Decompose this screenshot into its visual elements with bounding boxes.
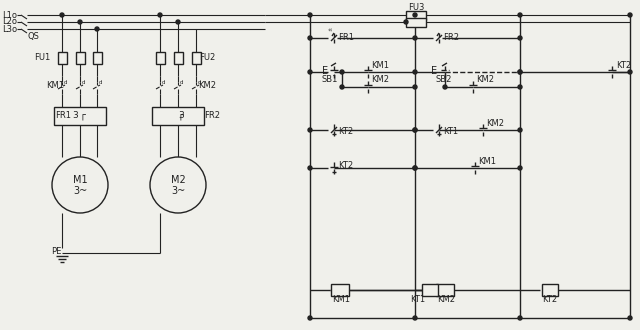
Text: d: d — [180, 80, 184, 84]
Circle shape — [518, 36, 522, 40]
Text: E: E — [431, 66, 437, 76]
Circle shape — [158, 13, 162, 17]
Circle shape — [404, 20, 408, 24]
Circle shape — [443, 85, 447, 89]
Text: KM2: KM2 — [371, 76, 389, 84]
Bar — [76, 52, 84, 64]
Bar — [406, 11, 426, 19]
Text: FR1: FR1 — [338, 32, 354, 42]
Bar — [542, 284, 558, 296]
Circle shape — [95, 27, 99, 31]
Bar — [54, 107, 106, 125]
Text: M1: M1 — [73, 175, 87, 185]
Text: ‹‹: ‹‹ — [328, 27, 333, 33]
Text: KM2: KM2 — [486, 118, 504, 127]
Circle shape — [308, 70, 312, 74]
Text: KT2: KT2 — [338, 160, 353, 170]
Text: KM2: KM2 — [476, 76, 494, 84]
Text: L1o: L1o — [2, 11, 17, 19]
Circle shape — [518, 128, 522, 132]
Text: FR1: FR1 — [55, 112, 71, 120]
Circle shape — [308, 36, 312, 40]
Bar — [152, 107, 204, 125]
Text: PE: PE — [51, 248, 61, 256]
Circle shape — [413, 128, 417, 132]
Circle shape — [413, 166, 417, 170]
Bar — [58, 52, 67, 64]
Text: SB2: SB2 — [435, 76, 451, 84]
Text: L2o: L2o — [2, 17, 17, 26]
Circle shape — [176, 20, 180, 24]
Circle shape — [413, 128, 417, 132]
Circle shape — [78, 20, 82, 24]
Text: FU2: FU2 — [199, 53, 215, 62]
Text: KM1: KM1 — [371, 60, 389, 70]
Circle shape — [413, 85, 417, 89]
Circle shape — [413, 166, 417, 170]
Bar — [436, 284, 454, 296]
Bar — [173, 52, 182, 64]
Text: FR2: FR2 — [204, 112, 220, 120]
Circle shape — [628, 316, 632, 320]
Circle shape — [518, 85, 522, 89]
Circle shape — [518, 70, 522, 74]
Text: E: E — [322, 66, 328, 76]
Circle shape — [413, 36, 417, 40]
Circle shape — [413, 70, 417, 74]
Circle shape — [308, 128, 312, 132]
Bar — [406, 17, 426, 26]
Circle shape — [308, 13, 312, 17]
Text: 3: 3 — [178, 112, 184, 120]
Text: FR2: FR2 — [443, 32, 459, 42]
Text: 3~: 3~ — [73, 186, 87, 196]
Text: d: d — [162, 80, 166, 84]
Circle shape — [340, 70, 344, 74]
Text: d: d — [99, 80, 102, 84]
Text: 3~: 3~ — [171, 186, 185, 196]
Text: ┌: ┌ — [80, 111, 86, 121]
Text: KM2: KM2 — [437, 295, 455, 305]
Circle shape — [413, 13, 417, 17]
Circle shape — [60, 13, 64, 17]
Text: SB1: SB1 — [322, 76, 339, 84]
Circle shape — [308, 166, 312, 170]
Circle shape — [518, 13, 522, 17]
Bar — [422, 284, 438, 296]
Circle shape — [150, 157, 206, 213]
Text: KT2: KT2 — [616, 60, 631, 70]
Circle shape — [628, 13, 632, 17]
Text: ┌: ┌ — [178, 111, 184, 121]
Bar — [156, 52, 164, 64]
Text: 3: 3 — [72, 112, 77, 120]
Text: KM1: KM1 — [46, 82, 64, 90]
Text: KM2: KM2 — [198, 82, 216, 90]
Text: KM1: KM1 — [478, 156, 496, 166]
Circle shape — [52, 157, 108, 213]
Circle shape — [308, 316, 312, 320]
Bar — [191, 52, 200, 64]
Circle shape — [518, 166, 522, 170]
Circle shape — [413, 316, 417, 320]
Text: KM1: KM1 — [332, 295, 350, 305]
Text: KT2: KT2 — [542, 295, 557, 305]
Text: FU1: FU1 — [34, 53, 50, 62]
Circle shape — [518, 70, 522, 74]
Circle shape — [340, 85, 344, 89]
Text: d: d — [198, 80, 202, 84]
Text: KT2: KT2 — [338, 127, 353, 137]
Text: M2: M2 — [171, 175, 186, 185]
Bar — [331, 284, 349, 296]
Text: KT1: KT1 — [443, 127, 458, 137]
Circle shape — [628, 70, 632, 74]
Text: d: d — [64, 80, 67, 84]
Circle shape — [518, 316, 522, 320]
Text: d: d — [82, 80, 86, 84]
Text: QS: QS — [27, 32, 39, 42]
Text: FU3: FU3 — [408, 4, 424, 13]
Text: L3o: L3o — [2, 24, 17, 34]
Text: KT1: KT1 — [410, 295, 425, 305]
Bar — [93, 52, 102, 64]
